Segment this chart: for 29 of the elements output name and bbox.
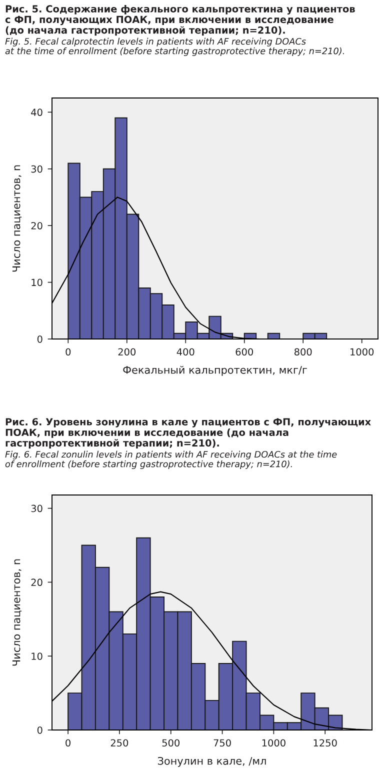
chart-title: Рис. 5. Содержание фекального кальпротектина у пациентов с ФП, получающих ПОАК, при включении в исследование (до начала гастропротективной терапии; n=210).: [5, 5, 355, 36]
y-tick-label: 30: [31, 165, 42, 173]
x-tick-label: 0: [66, 739, 70, 747]
x-tick-label: 800: [294, 348, 312, 356]
x-tick-label: 500: [162, 739, 180, 747]
x-tick-label: 1000: [262, 739, 286, 747]
y-tick-label: 0: [37, 726, 42, 734]
y-tick-label: 30: [31, 504, 42, 512]
chart-title: Рис. 6. Уровень зонулина в кале у пациентов с ФП, получающих ПОАК, при включении в исследование (до начала гастропротективной терапии; n=210).: [6, 418, 371, 448]
y-axis-title: Число пациентов, n: [12, 559, 22, 666]
x-tick-label: 0: [66, 348, 71, 356]
y-tick-label: 10: [32, 652, 42, 660]
x-tick-label: 1000: [350, 348, 374, 356]
y-tick-label: 40: [31, 108, 42, 116]
y-tick-label: 20: [31, 222, 42, 230]
y-tick-label: 10: [32, 278, 42, 286]
x-tick-label: 400: [176, 348, 194, 356]
chart-subtitle: Fig. 6. Fecal zonulin levels in patients with AF receiving DOACs at the time of enrollment (before starting gastroprotective therapy; n=210).: [5, 450, 337, 470]
y-tick-label: 20: [31, 578, 42, 586]
x-tick-label: 200: [118, 348, 136, 356]
y-tick-label: 0: [37, 335, 42, 343]
chart-subtitle: Fig. 5. Fecal calprotectin levels in patients with AF receiving DOACs at the time of enrollment (before starting gastroprotective therapy; n=210).: [5, 38, 344, 56]
x-tick-label: 250: [110, 739, 128, 747]
x-tick-label: 750: [214, 739, 231, 747]
y-axis-title: Число пациентов, n: [12, 165, 22, 272]
x-tick-label: 1250: [314, 739, 337, 747]
x-axis-title: Фекальный кальпротектин, мкг/г: [123, 366, 307, 376]
x-tick-label: 600: [236, 348, 253, 356]
x-axis-title: Зонулин в кале, /мл: [158, 756, 266, 767]
